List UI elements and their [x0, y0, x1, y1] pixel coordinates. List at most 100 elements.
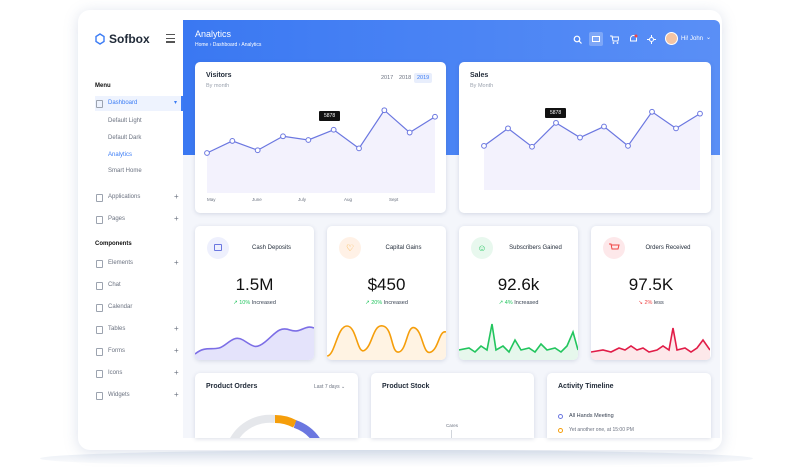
mail-icon[interactable]: [589, 32, 603, 46]
expand-icon[interactable]: +: [174, 192, 179, 201]
line: [206, 109, 436, 154]
active-highlight: [95, 96, 183, 111]
sidebar: Sofbox Menu Dashboard ▾ Default Light De…: [80, 20, 183, 438]
stat-card: ♡ Capital Gains $450 ↗ 20% Increased: [327, 226, 446, 360]
shadow: [40, 450, 753, 467]
stat-card: Orders Received 97.5K ↘ 2% less: [591, 226, 711, 360]
point: [204, 150, 210, 156]
area: [484, 98, 700, 147]
tooltip: 5878: [545, 108, 567, 118]
stat-change: ↗ 20% Increased: [365, 300, 408, 306]
stat-value: 1.5M: [235, 275, 274, 294]
nav-item[interactable]: Icons: [95, 370, 123, 378]
product-stock-card: Product Stock Cares: [371, 373, 534, 438]
section-heading: Components: [95, 241, 132, 247]
x-axis-label: Aug: [344, 197, 353, 202]
sparkline: [591, 327, 710, 360]
stat-value: 97.5K: [628, 275, 674, 294]
nav-item[interactable]: Calendar: [95, 304, 133, 312]
card-subtitle: By Month: [470, 83, 494, 89]
expand-icon[interactable]: ▾: [174, 100, 178, 106]
point: [625, 142, 631, 149]
expand-icon[interactable]: +: [174, 346, 179, 355]
stat-icon: ☺: [471, 237, 493, 259]
timeline-dot: [558, 428, 563, 433]
stat-title: Subscribers Gained: [509, 245, 562, 251]
point: [481, 142, 487, 149]
stat-icon: [603, 237, 625, 259]
change-trend: less: [653, 300, 664, 306]
card-title: Sales: [470, 72, 489, 79]
card-title: Activity Timeline: [558, 383, 614, 390]
filter-dropdown[interactable]: Last 7 days ⌄: [314, 384, 346, 390]
expand-icon[interactable]: +: [174, 390, 179, 399]
nav-item[interactable]: Forms: [96, 348, 125, 356]
stat-card: Cash Deposits 1.5M ↗ 10% Increased: [195, 226, 314, 360]
nav-item[interactable]: Applications: [95, 194, 141, 202]
area: [207, 100, 435, 154]
search-icon[interactable]: [573, 35, 582, 44]
year-button[interactable]: 2017: [381, 75, 394, 81]
point: [330, 126, 337, 133]
stat-change: ↗ 10% Increased: [233, 300, 276, 306]
expand-icon[interactable]: +: [174, 258, 179, 267]
cart-icon: [609, 243, 620, 250]
point: [432, 113, 438, 120]
cart-icon[interactable]: [610, 35, 619, 44]
sparkline: [327, 325, 446, 360]
point: [649, 108, 655, 115]
expand-icon[interactable]: +: [174, 368, 179, 377]
line: [483, 110, 701, 148]
change-percent: 10%: [239, 300, 251, 306]
tooltip: 5878: [319, 111, 341, 121]
nav-item[interactable]: Dashboard: [95, 100, 138, 108]
stat-icon: ♡: [339, 237, 361, 259]
point: [356, 145, 362, 152]
sparkline: [195, 326, 314, 360]
stat-change: ↗ 4% Increased: [498, 300, 539, 306]
change-percent: 20%: [371, 300, 383, 306]
year-button[interactable]: 2019: [414, 73, 433, 83]
point: [254, 147, 261, 154]
nav-item[interactable]: Widgets: [96, 392, 130, 400]
point: [229, 138, 236, 144]
card-subtitle: By month: [206, 83, 230, 89]
nav-subitem[interactable]: Default Light: [108, 118, 142, 124]
nav-item[interactable]: Chat: [96, 282, 121, 290]
card-title: Product Stock: [382, 383, 430, 390]
nav-item[interactable]: Pages: [95, 216, 126, 224]
stat-title: Capital Gains: [385, 245, 422, 251]
avatar[interactable]: [665, 32, 678, 45]
year-button[interactable]: 2018: [399, 75, 412, 81]
point: [406, 129, 413, 136]
x-axis-label: July: [298, 197, 307, 202]
stat-card: ☺ Subscribers Gained 92.6k ↗ 4% Increase…: [459, 226, 578, 360]
dropdown-caret[interactable]: ⌄: [706, 35, 712, 41]
nav-item[interactable]: Elements: [95, 260, 134, 268]
activity-card: Activity Timeline All Hands Meeting Yet …: [547, 373, 711, 438]
nav-subitem[interactable]: Analytics: [108, 152, 133, 158]
nav-subitem[interactable]: Smart Home: [108, 168, 142, 174]
nav-subitem[interactable]: Default Dark: [108, 135, 142, 141]
user-greeting[interactable]: Hi! John: [681, 36, 704, 42]
filter-label: Last 7 days: [314, 384, 340, 390]
x-axis-label: Sept: [389, 197, 399, 202]
visitors-card: Visitors By month 2017 2018 2019 5878 Ma…: [195, 62, 446, 213]
menu-toggle[interactable]: [166, 34, 175, 45]
card-title: Visitors: [206, 72, 232, 79]
expand-icon[interactable]: +: [174, 214, 179, 223]
stat-icon: [207, 237, 229, 259]
point: [305, 137, 312, 143]
sales-card: Sales By Month 5878: [459, 62, 711, 213]
line-chart: [204, 100, 438, 193]
bell-icon[interactable]: [629, 34, 638, 44]
expand-icon[interactable]: +: [174, 324, 179, 333]
sparkline: [459, 323, 578, 360]
timeline-event: Yet another one, at 15:00 PM: [569, 427, 634, 433]
nav-item[interactable]: Tables: [95, 326, 126, 334]
stat-value: 92.6k: [497, 275, 540, 294]
settings-icon[interactable]: [647, 35, 656, 44]
breadcrumb[interactable]: Home › Dashboard › Analytics: [195, 42, 262, 48]
timeline-event: All Hands Meeting: [569, 413, 614, 419]
